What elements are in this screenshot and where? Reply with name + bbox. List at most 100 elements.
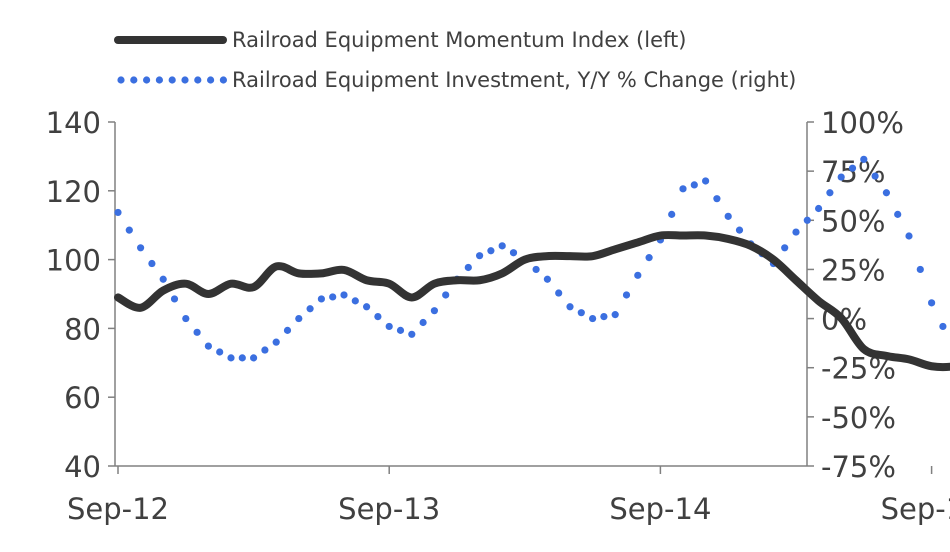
investment-point (306, 305, 314, 313)
investment-point (419, 318, 427, 327)
legend-dot (130, 76, 138, 84)
investment-point (532, 265, 540, 274)
left-tick-label: 80 (64, 312, 101, 346)
investment-point (137, 244, 145, 252)
investment-point (193, 328, 201, 336)
investment-point (227, 354, 235, 362)
investment-point (442, 291, 450, 299)
investment-point (261, 346, 269, 354)
investment-point (114, 208, 122, 217)
investment-point (600, 313, 608, 321)
investment-point (374, 313, 382, 321)
series-investment (114, 155, 947, 362)
investment-point (837, 173, 845, 181)
legend-dot (117, 76, 125, 84)
investment-point (408, 330, 416, 338)
investment-point (340, 291, 348, 299)
investment-point (634, 271, 642, 279)
investment-point (351, 297, 359, 305)
investment-point (204, 342, 212, 350)
legend-dot (194, 76, 202, 84)
investment-point (577, 309, 585, 317)
right-tick-label: 50% (821, 204, 885, 238)
investment-point (826, 189, 834, 197)
investment-point (498, 242, 506, 250)
investment-point (329, 293, 337, 301)
investment-point (803, 216, 811, 224)
investment-point (939, 322, 947, 331)
investment-point (555, 289, 563, 297)
investment-point (894, 210, 902, 218)
investment-point (464, 263, 472, 272)
legend: Railroad Equipment Momentum Index (left)… (114, 28, 796, 92)
left-tick-label: 120 (46, 175, 101, 209)
investment-point (159, 275, 167, 283)
investment-point (679, 185, 687, 193)
investment-point (182, 314, 190, 323)
investment-point (125, 226, 133, 234)
investment-point (363, 303, 371, 311)
investment-point (622, 291, 631, 299)
investment-point (713, 195, 721, 203)
investment-point (860, 155, 868, 163)
investment-point (690, 181, 698, 189)
investment-point (148, 259, 156, 268)
investment-point (509, 249, 518, 257)
legend-dot (207, 76, 215, 84)
legend-swatch-investment (117, 76, 227, 84)
x-tick-label: Sep-12 (67, 492, 169, 526)
legend-label-momentum: Railroad Equipment Momentum Index (left) (232, 28, 686, 52)
investment-point (272, 338, 280, 346)
right-tick-label: 75% (821, 155, 885, 189)
investment-point (848, 164, 857, 172)
investment-point (882, 189, 891, 197)
investment-point (216, 348, 224, 356)
investment-point (476, 252, 484, 260)
investment-point (792, 228, 800, 236)
investment-point (871, 172, 879, 180)
investment-point (905, 232, 913, 240)
investment-point (250, 354, 258, 362)
legend-label-investment: Railroad Equipment Investment, Y/Y % Cha… (232, 68, 796, 92)
investment-point (317, 295, 325, 303)
investment-point (815, 204, 823, 213)
legend-dot (155, 76, 163, 84)
investment-point (566, 303, 574, 311)
investment-point (781, 244, 789, 252)
investment-point (170, 295, 179, 303)
investment-point (928, 299, 936, 307)
right-axis-ticks: -75%-50%-25%0%25%50%75%100% (807, 106, 904, 484)
legend-dot (143, 76, 151, 84)
left-tick-label: 100 (46, 244, 101, 278)
x-tick-label: Sep-13 (338, 492, 440, 526)
investment-point (487, 247, 495, 255)
right-tick-label: 100% (821, 106, 904, 140)
investment-point (295, 314, 303, 323)
investment-point (396, 326, 405, 334)
investment-point (589, 314, 597, 323)
investment-point (724, 212, 732, 220)
x-tick-label: Sep-14 (609, 492, 711, 526)
left-tick-label: 140 (46, 106, 101, 140)
left-axis-ticks: 40 60 80 100 120 140 (46, 106, 115, 484)
left-tick-label: 60 (64, 381, 101, 415)
investment-point (916, 265, 924, 274)
investment-point (385, 322, 393, 331)
investment-point (645, 254, 653, 262)
investment-point (668, 210, 676, 218)
legend-dot (181, 76, 189, 84)
legend-dot (219, 76, 227, 84)
series-momentum-line (114, 231, 950, 372)
investment-point (283, 326, 292, 334)
investment-point (611, 311, 619, 319)
investment-point (238, 354, 246, 362)
x-tick-label: Sep-15 (881, 492, 950, 526)
right-tick-label: 25% (821, 253, 885, 287)
right-tick-label: -50% (821, 401, 896, 435)
legend-dot (168, 76, 176, 84)
investment-point (543, 275, 552, 283)
left-tick-label: 40 (64, 450, 101, 484)
right-tick-label: -75% (821, 450, 896, 484)
